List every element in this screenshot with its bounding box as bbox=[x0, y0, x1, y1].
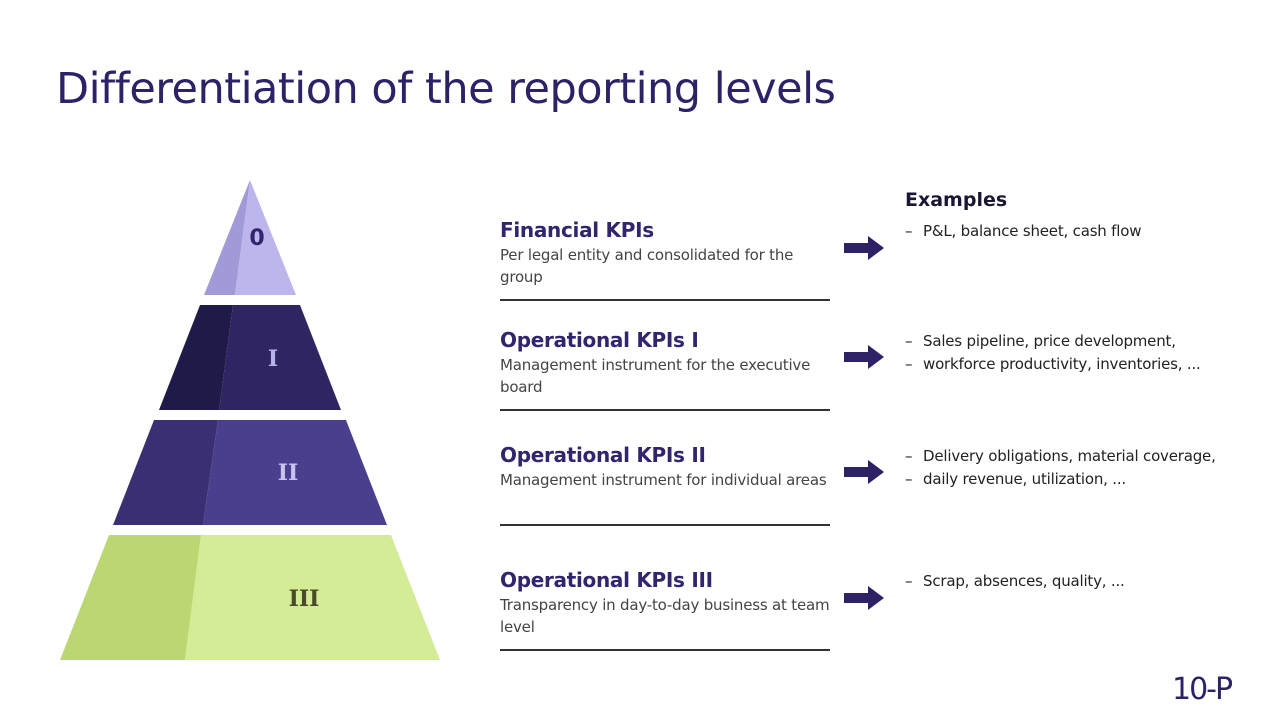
level-1-title: Operational KPIs I bbox=[500, 328, 699, 352]
level-2-block: Operational KPIs II Management instrumen… bbox=[500, 443, 830, 491]
examples-list-level-3: – Scrap, absences, quality, ... bbox=[905, 570, 1275, 593]
level-3-arrow-icon bbox=[844, 586, 884, 610]
level-2-arrow-icon bbox=[844, 460, 884, 484]
example-item: – daily revenue, utilization, ... bbox=[905, 470, 1126, 488]
pyramid-level-0-label: 0 bbox=[249, 226, 264, 251]
kpi-pyramid: 0 I II III bbox=[60, 180, 440, 660]
pyramid-level-3-side bbox=[60, 535, 201, 660]
level-1-description: Management instrument for the executive … bbox=[500, 356, 811, 396]
level-0-arrow-icon bbox=[844, 236, 884, 260]
company-logo: 10-P bbox=[1172, 672, 1233, 707]
pyramid-level-0: 0 bbox=[204, 180, 296, 295]
level-0-block: Financial KPIs Per legal entity and cons… bbox=[500, 218, 830, 288]
pyramid-level-1-main bbox=[219, 305, 341, 410]
level-2-title: Operational KPIs II bbox=[500, 443, 706, 467]
pyramid-level-1-side bbox=[159, 305, 233, 410]
pyramid-level-0-main bbox=[235, 180, 296, 295]
pyramid-level-2-label: II bbox=[278, 460, 299, 486]
pyramid-level-3-label: III bbox=[289, 586, 320, 612]
level-2-description: Management instrument for individual are… bbox=[500, 471, 827, 489]
level-0-description: Per legal entity and consolidated for th… bbox=[500, 246, 794, 286]
level-1-divider bbox=[500, 409, 830, 411]
example-item: – Scrap, absences, quality, ... bbox=[905, 572, 1125, 590]
examples-list-level-1: – Sales pipeline, price development, – wor… bbox=[905, 330, 1275, 376]
pyramid-level-3: III bbox=[60, 535, 440, 660]
example-item: – Delivery obligations, material coverage… bbox=[905, 447, 1216, 465]
pyramid-level-0-side bbox=[204, 180, 250, 295]
examples-list-level-0: – P&L, balance sheet, cash flow bbox=[905, 220, 1275, 243]
level-3-block: Operational KPIs III Transparency in day… bbox=[500, 568, 830, 638]
level-3-title: Operational KPIs III bbox=[500, 568, 713, 592]
level-3-divider bbox=[500, 649, 830, 651]
pyramid-level-1-label: I bbox=[268, 346, 278, 372]
pyramid-level-1: I bbox=[159, 305, 341, 410]
level-1-arrow-icon bbox=[844, 345, 884, 369]
level-0-title: Financial KPIs bbox=[500, 218, 654, 242]
pyramid-level-2: II bbox=[113, 420, 387, 525]
example-item: – Sales pipeline, price development, bbox=[905, 332, 1176, 350]
pyramid-level-2-main bbox=[203, 420, 387, 525]
pyramid-level-2-side bbox=[113, 420, 218, 525]
level-1-block: Operational KPIs I Management instrument… bbox=[500, 328, 830, 398]
pyramid-level-3-main bbox=[185, 535, 440, 660]
examples-heading: Examples bbox=[905, 189, 1008, 211]
examples-list-level-2: – Delivery obligations, material coverage… bbox=[905, 445, 1275, 491]
example-item: – workforce productivity, inventories, ..… bbox=[905, 355, 1201, 373]
page-title: Differentiation of the reporting levels bbox=[56, 64, 836, 114]
example-item: – P&L, balance sheet, cash flow bbox=[905, 222, 1142, 240]
level-2-divider bbox=[500, 524, 830, 526]
level-3-description: Transparency in day-to-day business at t… bbox=[500, 596, 830, 636]
level-0-divider bbox=[500, 299, 830, 301]
